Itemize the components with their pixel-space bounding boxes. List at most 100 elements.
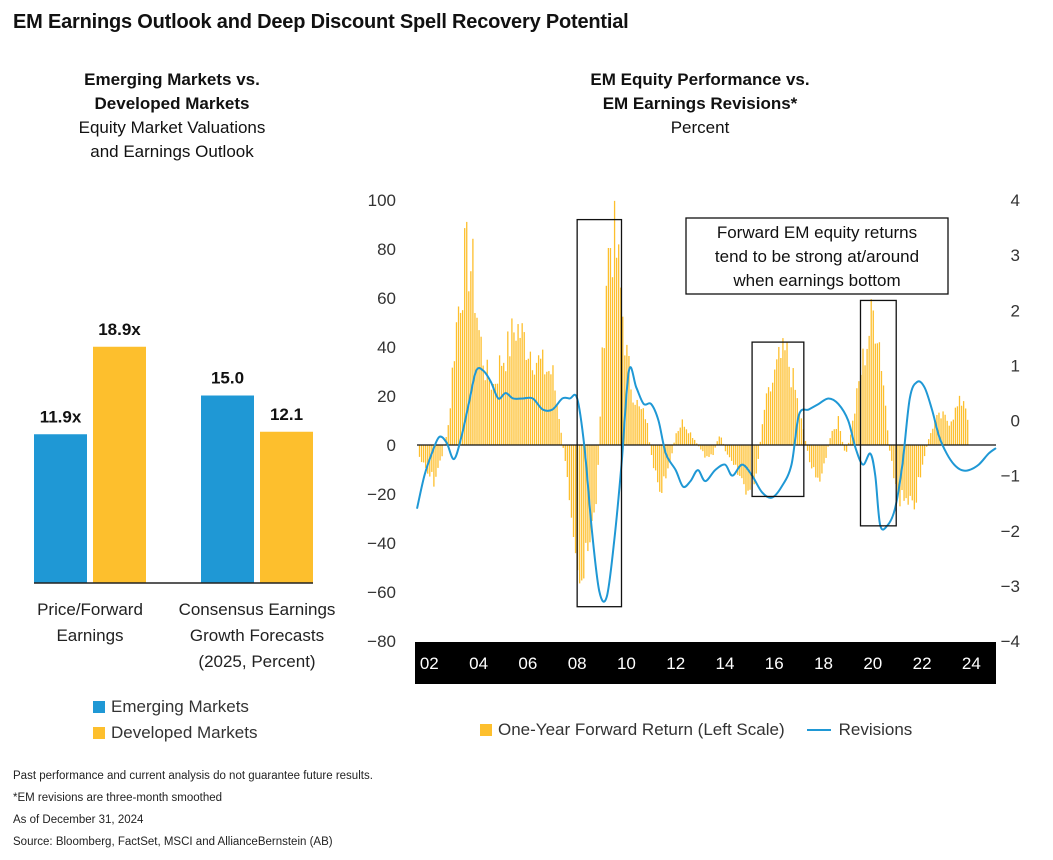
annotation-text: Forward EM equity returns tend to be stro… (715, 223, 919, 290)
return-bar (494, 383, 497, 445)
return-bar (753, 445, 755, 485)
return-bar (685, 429, 688, 445)
return-bar (952, 419, 954, 445)
valuation-bar-chart: 11.9x 18.9x Price/Forward Earnings 15.0 12.1 C… (34, 320, 335, 671)
return-bar (527, 358, 529, 445)
return-bar (593, 445, 595, 513)
return-bar (478, 330, 480, 445)
return-bar (772, 382, 774, 445)
return-bar (776, 359, 778, 445)
em-performance-chart: 100806040200−20−40−60−8043210−1−2−3−4For… (367, 191, 1020, 684)
return-bar (716, 441, 718, 445)
return-bar (702, 445, 704, 452)
return-bar (786, 342, 788, 445)
return-bar (788, 366, 790, 445)
left-axis-tick: 80 (377, 240, 396, 259)
x-axis-band (415, 642, 996, 684)
return-bar (897, 445, 899, 495)
return-bar (930, 433, 932, 445)
return-bar (622, 316, 624, 445)
return-bar (492, 383, 495, 445)
return-bar (673, 442, 675, 445)
return-bar (821, 445, 823, 474)
return-bar (422, 445, 425, 463)
left-chart-title: Emerging Markets vs. Developed Markets E… (52, 68, 292, 164)
return-bar (854, 413, 856, 445)
return-bar (540, 358, 542, 445)
return-bar (886, 430, 889, 445)
return-bar (484, 380, 486, 445)
return-bar (720, 437, 722, 445)
legend-label-revisions: Revisions (838, 720, 913, 739)
return-bar (595, 445, 597, 505)
return-bar (737, 445, 739, 475)
return-bar (934, 419, 936, 445)
return-bar (905, 445, 907, 499)
return-bar (815, 445, 817, 478)
annotation-box (685, 217, 949, 295)
return-bar (827, 445, 829, 447)
return-bar (839, 430, 842, 445)
return-bar (554, 390, 556, 445)
return-bar (792, 368, 794, 445)
return-bar (591, 445, 593, 522)
right-axis-tick: 2 (1011, 301, 1020, 320)
return-bar (683, 426, 686, 445)
return-bar (607, 247, 610, 445)
return-bar (928, 439, 930, 445)
footnote-date: As of December 31, 2024 (13, 814, 144, 826)
return-bar (878, 342, 881, 445)
return-bar (780, 358, 782, 445)
return-bar (537, 355, 540, 445)
return-bar (700, 445, 702, 450)
return-bar (468, 291, 470, 445)
return-bar (466, 221, 468, 445)
legend-swatch-return (480, 724, 492, 736)
return-bar (790, 387, 792, 445)
return-bar (476, 317, 478, 445)
return-bar (480, 336, 482, 445)
return-bar (652, 445, 655, 469)
right-axis-tick: −3 (1001, 577, 1020, 596)
return-bar (876, 343, 879, 445)
right-axis-tick: −4 (1001, 632, 1020, 651)
return-bar (441, 445, 443, 457)
return-bar (698, 445, 700, 447)
x-axis-tick: 06 (518, 654, 537, 673)
return-bar (453, 361, 456, 445)
legend-swatch-revisions (806, 729, 831, 731)
return-bar (893, 445, 895, 479)
return-bar (808, 445, 811, 463)
left-axis-tick: 0 (387, 436, 396, 455)
footnote-disclaimer: Past performance and current analysis do… (13, 770, 373, 782)
return-bar (459, 312, 462, 445)
return-bar (620, 287, 622, 445)
return-bar (650, 445, 653, 456)
return-bar (917, 445, 920, 478)
return-bar (531, 370, 534, 445)
return-bar (671, 445, 673, 454)
return-bar (726, 445, 729, 455)
return-bar (948, 425, 950, 445)
return-bar (724, 445, 727, 452)
return-bar (435, 445, 437, 477)
return-bar (806, 445, 809, 451)
bar-value-label: 12.1 (270, 405, 303, 424)
return-bar (498, 355, 501, 445)
return-bar (556, 403, 558, 445)
left-chart-subtitle: Equity Market Valuations and Earnings Ou… (78, 118, 266, 161)
return-bar (542, 349, 544, 445)
return-bar (564, 445, 566, 461)
return-bar (640, 409, 642, 445)
return-bar (654, 445, 657, 471)
return-bar (870, 299, 872, 445)
return-bar (741, 445, 743, 479)
return-bar (632, 402, 634, 445)
x-axis-tick: 02 (420, 654, 439, 673)
return-bar (800, 418, 803, 445)
x-axis-tick: 18 (814, 654, 833, 673)
left-axis-tick: −40 (367, 534, 396, 553)
left-legend: Emerging Markets Developed Markets (93, 694, 257, 746)
return-bar (944, 414, 946, 445)
revisions-line (416, 366, 997, 603)
